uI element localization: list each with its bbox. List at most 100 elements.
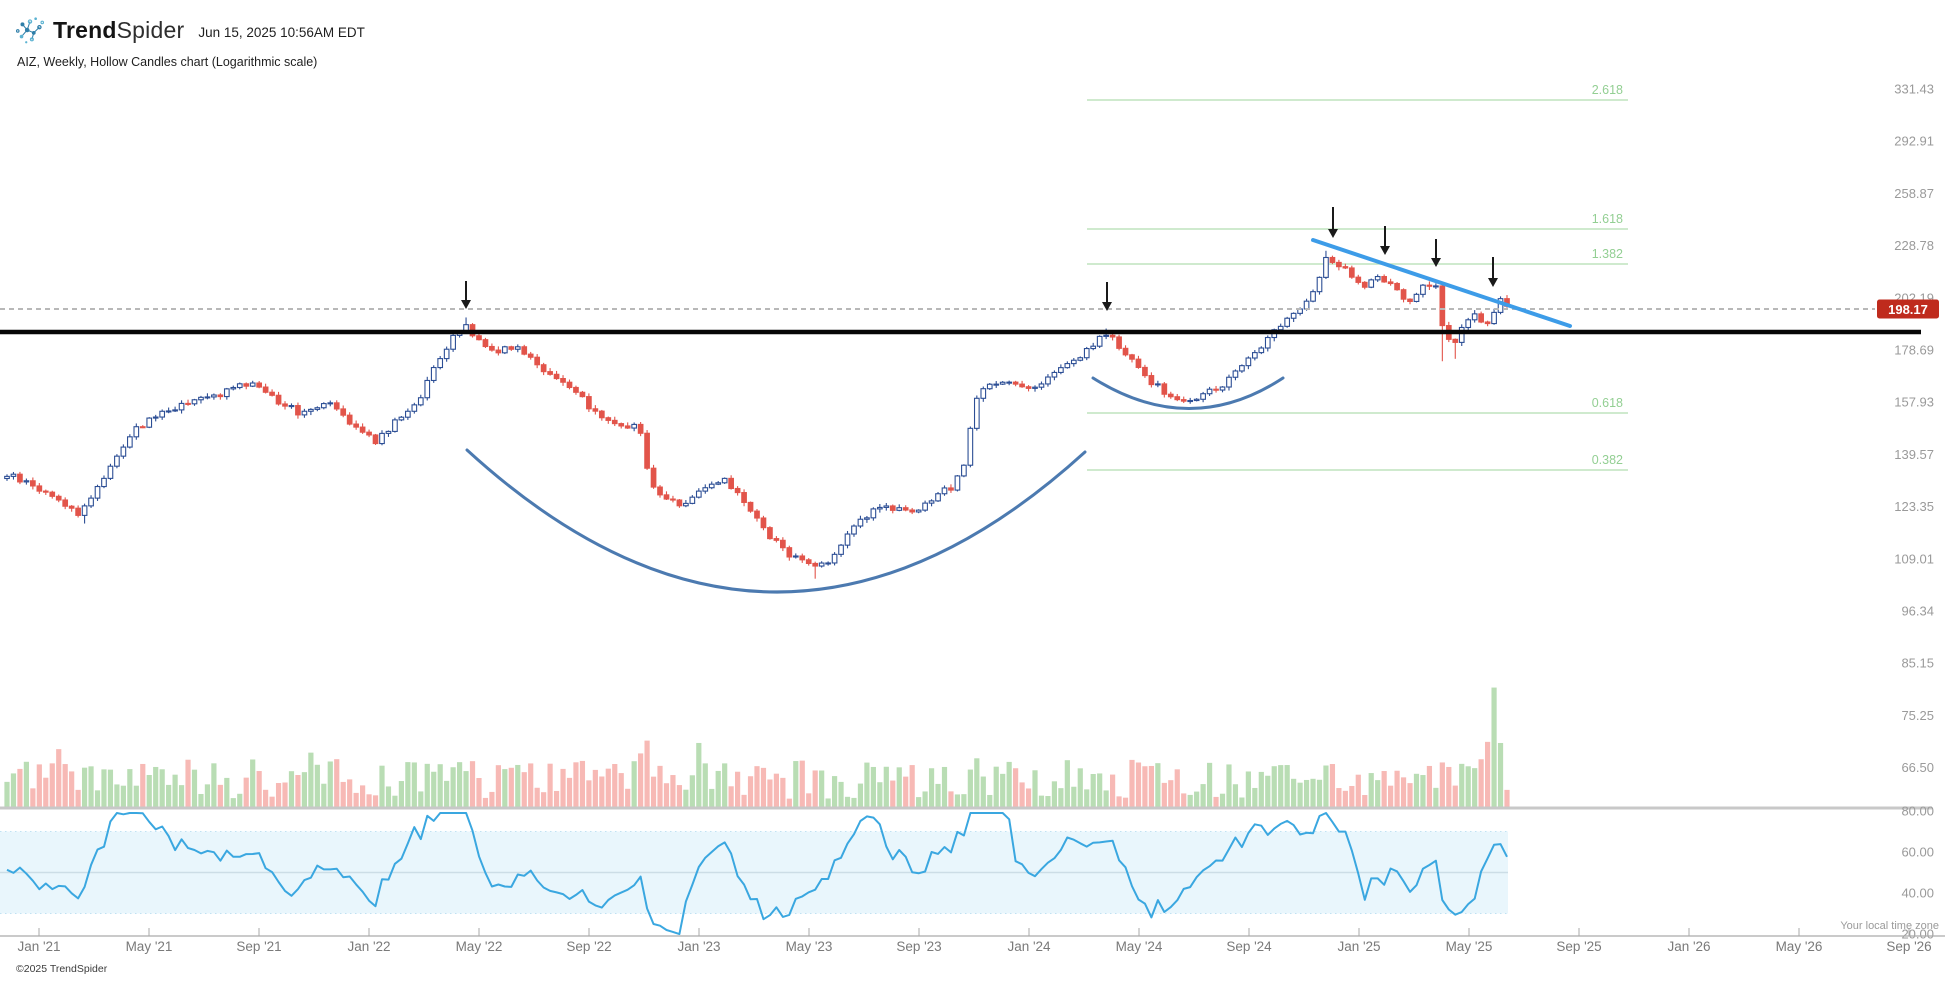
volume-bar-down <box>799 760 805 807</box>
fib-label-0.382: 0.382 <box>1592 453 1623 467</box>
timezone-note: Your local time zone <box>1840 920 1939 932</box>
candle-down <box>560 378 566 383</box>
candle-down <box>1161 383 1168 395</box>
candle-down <box>17 473 23 483</box>
volume-bar-up <box>838 781 844 807</box>
volume-bar-up <box>1084 789 1090 807</box>
candle-down <box>741 492 747 503</box>
candle-down <box>282 403 288 407</box>
rsi-line <box>6 812 1508 936</box>
candle-down <box>644 432 650 469</box>
volume-bar-up <box>23 761 29 807</box>
candle-up <box>857 518 864 527</box>
price-axis-label: 178.69 <box>1894 343 1934 358</box>
volume-bar-down <box>347 779 353 807</box>
candle-up <box>715 482 722 485</box>
volume-bar-down <box>735 771 741 807</box>
volume-bar-down <box>340 781 346 807</box>
candle-up <box>204 396 211 399</box>
candle-up <box>689 496 696 504</box>
volume-bar-up <box>1252 787 1258 807</box>
volume-bar-down <box>909 765 915 807</box>
candle-down <box>1167 393 1174 398</box>
volume-bar-down <box>1504 789 1510 807</box>
volume-bar-up <box>166 784 172 807</box>
volume-bar-up <box>88 766 94 807</box>
candle-up <box>165 410 172 413</box>
candle-up <box>1051 371 1058 378</box>
candle-down <box>1135 358 1142 368</box>
candle-up <box>1303 300 1310 310</box>
volume-bar-up <box>424 763 430 807</box>
volume-bar-up <box>1200 784 1206 807</box>
volume-bar-up <box>896 767 902 807</box>
candle-down <box>1012 381 1019 385</box>
candle-down <box>676 499 683 507</box>
candle-down <box>1342 266 1349 269</box>
volume-bar-up <box>1368 773 1374 807</box>
x-axis-label: May '22 <box>456 939 503 954</box>
volume-bar-up <box>696 742 702 807</box>
volume-bar-up <box>1064 760 1070 807</box>
volume-bar-up <box>631 761 637 807</box>
candle-up <box>818 562 825 567</box>
volume-bar-down <box>1342 790 1348 807</box>
candle-down <box>579 391 586 398</box>
volume-bar-down <box>75 789 81 807</box>
volume-bar-down <box>1400 777 1407 807</box>
candle-down <box>1109 334 1116 338</box>
volume-bar-up <box>159 769 165 807</box>
volume-bar-down <box>1013 768 1019 807</box>
candle-up <box>146 417 153 428</box>
candle-up <box>1433 285 1439 288</box>
candle-up <box>876 506 883 510</box>
volume-bar-down <box>663 783 670 807</box>
volume-bar-down <box>948 791 954 807</box>
candle-up <box>708 483 715 489</box>
volume-bar-up <box>715 770 721 807</box>
volume-bar-up <box>250 759 256 807</box>
volume-bar-up <box>1472 768 1478 807</box>
candle-up <box>101 477 107 488</box>
candle-down <box>786 547 793 558</box>
volume-bar-up <box>928 768 935 807</box>
candle-up <box>961 464 967 477</box>
fib-label-0.618: 0.618 <box>1592 396 1623 410</box>
candle-up <box>430 366 437 382</box>
candle-up <box>94 485 101 499</box>
volume-bar-down <box>599 776 605 807</box>
volume-bar-up <box>1465 766 1471 807</box>
volume-bar-down <box>1452 785 1458 807</box>
volume-bar-down <box>1148 765 1154 807</box>
candle-down <box>1122 347 1129 356</box>
volume-bar-up <box>1058 788 1064 807</box>
volume-bar-up <box>1297 782 1303 807</box>
candle-down <box>611 419 618 425</box>
volume-bar-up <box>237 793 243 807</box>
price-axis-label: 96.34 <box>1901 604 1934 619</box>
candle-up <box>1032 386 1038 389</box>
candle-up <box>1316 276 1323 293</box>
candle-down <box>217 394 224 398</box>
volume-bar-up <box>405 762 411 807</box>
volume-bar-down <box>612 764 618 807</box>
price-axis-label: 228.78 <box>1894 238 1934 253</box>
volume-bar-down <box>1329 764 1336 807</box>
volume-bar-down <box>638 753 644 807</box>
candle-up <box>514 346 521 350</box>
candle-up <box>198 396 204 401</box>
candle-down <box>340 408 347 416</box>
price-axis-label: 66.50 <box>1901 760 1934 775</box>
volume-bar-up <box>1420 775 1426 807</box>
volume-bar-up <box>1491 687 1497 807</box>
x-axis-label: May '26 <box>1776 939 1823 954</box>
volume-bar-up <box>191 769 198 807</box>
candle-down <box>295 405 301 416</box>
volume-bar-down <box>760 767 767 807</box>
volume-bar-down <box>566 777 573 807</box>
volume-bar-up <box>1038 795 1045 807</box>
volume-bar-down <box>482 797 489 807</box>
candle-down <box>534 356 541 366</box>
candle-down <box>482 339 489 348</box>
